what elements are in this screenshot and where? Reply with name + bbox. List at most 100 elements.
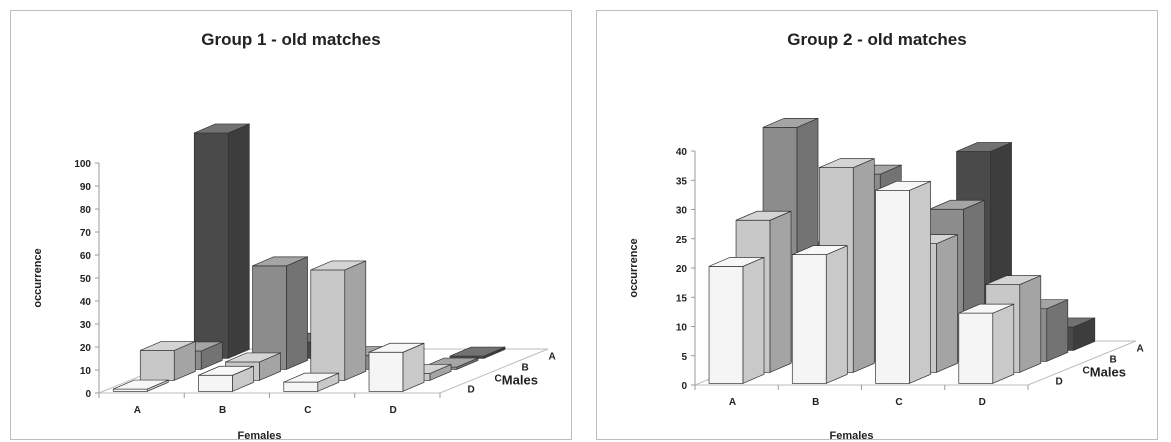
z-tick-label: A	[549, 352, 556, 363]
bar-front-face	[283, 381, 319, 392]
y-tick-label: 70	[80, 228, 92, 239]
bar-top-face	[310, 260, 366, 271]
bar-3d	[283, 372, 340, 392]
bar-top-face	[958, 303, 1014, 314]
z-tick-label: D	[1056, 377, 1063, 388]
bar-front-face	[310, 269, 346, 381]
z-axis-title: Males	[502, 373, 538, 388]
bar-side-face	[992, 303, 1015, 384]
x-tick-label: A	[134, 405, 141, 416]
y-tick-label: 80	[80, 205, 92, 216]
bar-top-face	[198, 365, 254, 376]
bar-side-face	[852, 158, 875, 373]
x-tick-label: D	[979, 397, 986, 408]
y-tick-label: 0	[681, 381, 687, 392]
x-tick-label: B	[219, 405, 226, 416]
x-axis-title: Females	[829, 430, 873, 441]
y-tick-label: 30	[80, 320, 92, 331]
y-tick-label: 50	[80, 274, 92, 285]
bar-top-face	[368, 342, 425, 353]
bar-side-face	[769, 210, 792, 373]
y-tick-label: 25	[676, 235, 688, 246]
bar-side-face	[1019, 275, 1042, 373]
bar-3d	[791, 245, 848, 384]
z-tick-label: B	[522, 363, 529, 374]
bar-3d	[252, 256, 308, 370]
y-tick-label: 90	[80, 182, 92, 193]
z-tick-label: C	[495, 374, 502, 385]
bar-side-face	[286, 256, 308, 370]
y-tick-label: 20	[80, 343, 92, 354]
y-tick-label: 35	[676, 176, 688, 187]
y-tick-label: 20	[676, 264, 688, 275]
bar-top-face	[252, 256, 308, 267]
y-tick-label: 40	[80, 297, 92, 308]
x-tick-label: C	[304, 405, 311, 416]
bar-top-face	[225, 352, 281, 363]
bar-side-face	[936, 234, 958, 373]
z-tick-label: C	[1083, 366, 1090, 377]
bar-3d	[193, 123, 250, 359]
bar-front-face	[791, 254, 827, 384]
bar-top-face	[194, 123, 250, 134]
bar-top-face	[708, 257, 765, 267]
y-axis-title: occurrence	[628, 238, 640, 297]
bar-top-face	[283, 372, 339, 383]
bar-3d	[198, 365, 254, 392]
x-tick-label: D	[389, 405, 396, 416]
bar-3d	[875, 180, 931, 384]
bar-front-face	[708, 266, 744, 384]
bar-side-face	[909, 180, 931, 384]
y-tick-label: 15	[676, 293, 688, 304]
y-tick-label: 5	[681, 352, 687, 363]
chart-panel-group-1: Group 1 - old matches 0 10 20 30 40 50 60 70 80 9…	[10, 10, 572, 441]
bar-front-face	[252, 265, 287, 370]
bar-front-face	[875, 189, 910, 384]
bar-top-face	[985, 275, 1041, 285]
bar-top-face	[929, 199, 985, 210]
z-tick-label: B	[1110, 355, 1117, 366]
bar-top-face	[735, 210, 792, 221]
y-axis-title: occurrence	[32, 248, 44, 307]
bar-top-face	[449, 346, 506, 357]
bar-3d	[139, 340, 196, 381]
bar-front-face	[198, 374, 233, 392]
bar-front-face	[958, 312, 994, 384]
bar-front-face	[139, 350, 175, 381]
chart-title: Group 2 - old matches	[787, 30, 967, 49]
chart-plot-group-1: 0 10 20 30 40 50 60 70 80 90 100 A B C D A B C Doccurrence…	[32, 123, 556, 441]
bar-side-face	[344, 260, 367, 381]
z-tick-label: D	[468, 385, 475, 396]
x-axis-title: Females	[237, 430, 281, 441]
x-tick-label: A	[729, 397, 736, 408]
bar-side-face	[227, 123, 250, 359]
y-tick-label: 100	[74, 159, 91, 170]
z-axis-title: Males	[1090, 365, 1126, 380]
bar-side-face	[825, 245, 848, 384]
bar-top-face	[113, 379, 169, 390]
x-tick-label: B	[812, 397, 819, 408]
bar-3d	[708, 256, 765, 384]
bar-top-face	[792, 245, 848, 255]
bar-top-face	[762, 117, 819, 128]
bar-3d	[368, 342, 425, 392]
z-tick-label: A	[1137, 344, 1144, 355]
y-tick-label: 60	[80, 251, 92, 262]
bar-side-face	[1046, 299, 1069, 362]
y-tick-label: 10	[676, 323, 688, 334]
chart-title: Group 1 - old matches	[201, 30, 381, 49]
bar-3d	[112, 379, 169, 392]
chart-panel-group-2: Group 2 - old matches 0 5 10 15 20 25 30 35 40 A B…	[596, 10, 1158, 441]
bar-3d	[958, 303, 1015, 384]
y-tick-label: 0	[85, 389, 91, 400]
bar-3d	[310, 260, 367, 381]
bar-top-face	[956, 142, 1012, 152]
bar-top-face	[819, 158, 875, 168]
bar-side-face	[742, 256, 765, 384]
y-tick-label: 40	[676, 147, 688, 158]
y-tick-label: 30	[676, 206, 688, 217]
x-tick-label: C	[895, 397, 902, 408]
y-tick-label: 10	[80, 366, 92, 377]
bar-top-face	[875, 180, 931, 191]
